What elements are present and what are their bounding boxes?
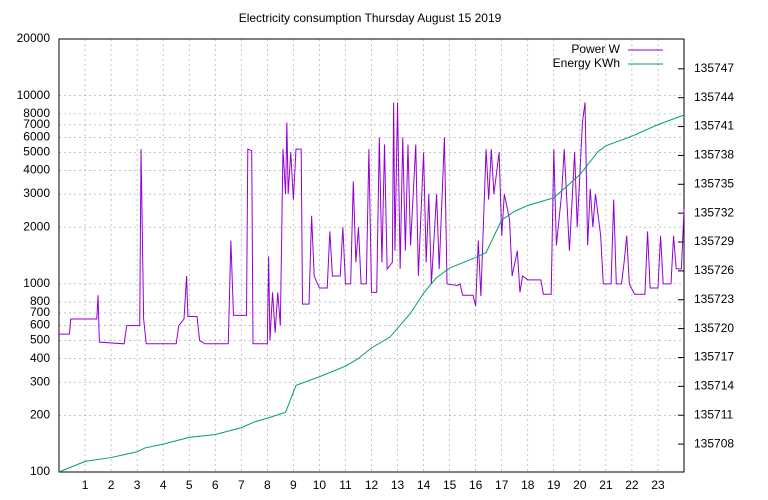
x-tick-label: 21 (599, 478, 613, 492)
y2-tick-label: 135747 (694, 61, 734, 75)
x-tick-label: 23 (651, 478, 665, 492)
y2-tick-label: 135738 (694, 148, 734, 162)
x-tick-label: 1 (82, 478, 89, 492)
y-tick-label: 100 (30, 464, 50, 478)
x-tick-label: 19 (547, 478, 561, 492)
series-line (58, 114, 685, 473)
x-tick-label: 6 (212, 478, 219, 492)
plot-frame (58, 38, 685, 473)
x-tick-label: 10 (313, 478, 327, 492)
x-tick-label: 8 (264, 478, 271, 492)
y-tick-label: 500 (30, 333, 50, 347)
x-tick-label: 7 (238, 478, 245, 492)
x-tick-label: 18 (521, 478, 535, 492)
x-tick-label: 22 (625, 478, 639, 492)
x-tick-label: 16 (469, 478, 483, 492)
x-tick-label: 4 (160, 478, 167, 492)
y2-tick-label: 135723 (694, 292, 734, 306)
y-tick-label: 8000 (23, 106, 50, 120)
y-tick-label: 1000 (23, 276, 50, 290)
y-tick-label: 7000 (23, 117, 50, 131)
y2-tick-label: 135741 (694, 119, 734, 133)
y2-tick-label: 135717 (694, 350, 734, 364)
legend-label: Energy KWh (553, 56, 620, 70)
x-tick-label: 17 (495, 478, 509, 492)
x-tick-label: 14 (417, 478, 431, 492)
y-tick-label: 400 (30, 351, 50, 365)
x-tick-label: 2 (108, 478, 115, 492)
y-tick-label: 3000 (23, 186, 50, 200)
y-tick-label: 600 (30, 318, 50, 332)
y-tick-label: 20000 (17, 31, 51, 45)
x-tick-label: 5 (186, 478, 193, 492)
x-tick-label: 3 (134, 478, 141, 492)
y2-tick-label: 135726 (694, 263, 734, 277)
y-tick-label: 300 (30, 374, 50, 388)
y-tick-label: 4000 (23, 163, 50, 177)
y-tick-label: 2000 (23, 219, 50, 233)
y2-tick-label: 135729 (694, 234, 734, 248)
x-tick-label: 11 (339, 478, 352, 492)
y2-tick-label: 135708 (694, 436, 734, 450)
x-tick-label: 9 (290, 478, 297, 492)
y-tick-label: 6000 (23, 130, 50, 144)
y-tick-label: 5000 (23, 144, 50, 158)
y-tick-label: 10000 (17, 88, 51, 102)
x-tick-label: 13 (391, 478, 405, 492)
chart-title: Electricity consumption Thursday August … (239, 11, 502, 25)
y2-tick-label: 135720 (694, 321, 734, 335)
y-tick-label: 800 (30, 294, 50, 308)
y2-tick-label: 135744 (694, 90, 734, 104)
series-line (59, 102, 685, 345)
y-tick-label: 700 (30, 305, 50, 319)
legend-label: Power W (571, 42, 620, 56)
y2-tick-label: 135711 (694, 407, 733, 421)
y2-tick-label: 135714 (694, 379, 734, 393)
x-tick-label: 20 (573, 478, 587, 492)
y-tick-label: 200 (30, 408, 50, 422)
y2-tick-label: 135735 (694, 176, 734, 190)
x-tick-label: 15 (443, 478, 457, 492)
y2-tick-label: 135732 (694, 205, 734, 219)
x-tick-label: 12 (365, 478, 379, 492)
